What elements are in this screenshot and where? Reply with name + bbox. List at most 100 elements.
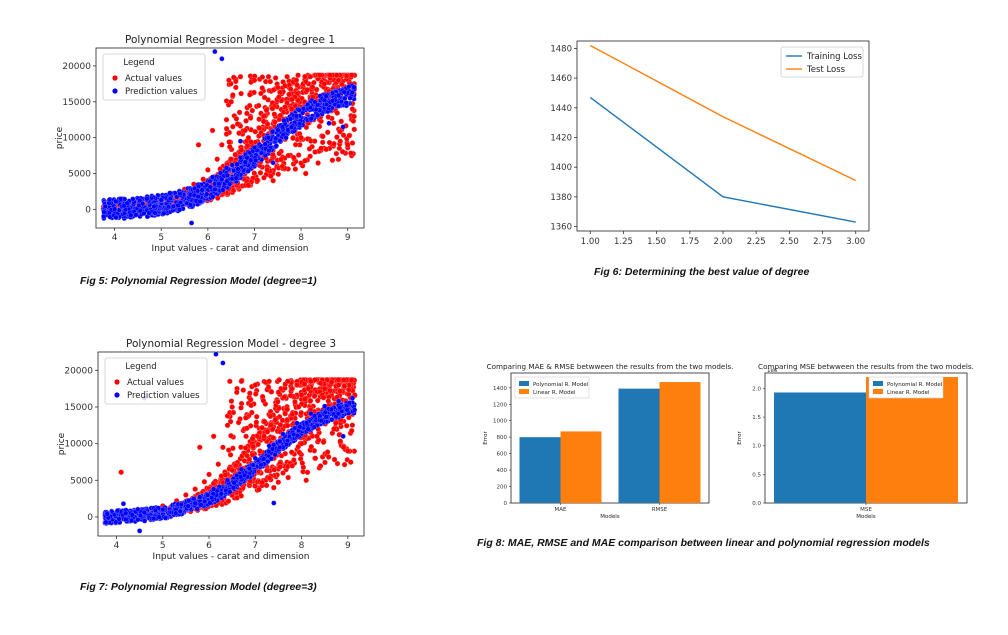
bar_mse-legend-polynomial: Polynomial R. Model	[887, 382, 943, 388]
actual-point	[345, 448, 351, 454]
fig7-caption: Fig 7: Polynomial Regression Model (degr…	[80, 581, 317, 593]
actual-point	[343, 422, 350, 429]
actual-point	[319, 139, 326, 146]
scatter3-xtick-label: 9	[345, 541, 351, 551]
bar_mae_rmse-ytick-label: 400	[497, 468, 508, 474]
actual-point	[270, 87, 277, 93]
actual-point	[275, 84, 281, 91]
prediction-point	[275, 127, 281, 133]
actual-point	[243, 415, 249, 421]
actual-point	[271, 111, 278, 117]
bar_mae_rmse-bar-linear-rmse	[659, 382, 701, 503]
actual-point	[284, 378, 291, 385]
actual-point	[292, 399, 298, 405]
prediction-point	[268, 456, 274, 462]
actual-point	[236, 130, 242, 136]
actual-point	[278, 156, 284, 163]
scatter1-xtick-label: 8	[298, 233, 304, 243]
actual-point	[294, 382, 300, 388]
actual-point	[263, 107, 270, 113]
loss-xtick-label: 1.50	[647, 237, 666, 247]
actual-point	[210, 480, 217, 487]
prediction-point	[198, 502, 204, 508]
loss-ytick-label: 1440	[550, 104, 572, 114]
prediction-point	[344, 407, 350, 413]
actual-point	[320, 394, 327, 401]
actual-point	[313, 86, 320, 93]
prediction-point	[128, 212, 134, 218]
actual-point	[343, 73, 350, 79]
actual-point	[296, 449, 303, 456]
prediction-point	[272, 452, 278, 458]
actual-point	[259, 85, 265, 91]
actual-point	[321, 81, 328, 87]
scatter1-pred-cloud	[101, 82, 358, 222]
actual-point	[228, 156, 234, 162]
actual-point	[337, 128, 343, 135]
prediction-point	[237, 138, 244, 144]
prediction-point	[266, 449, 272, 455]
prediction-point	[280, 431, 286, 437]
actual-point	[234, 495, 240, 501]
actual-point	[274, 398, 281, 405]
actual-point	[244, 452, 250, 459]
actual-point	[334, 134, 340, 140]
prediction-point	[128, 518, 135, 524]
prediction-point	[195, 188, 201, 194]
actual-point	[298, 440, 305, 447]
prediction-point	[266, 443, 272, 449]
actual-point	[247, 423, 254, 429]
actual-point	[350, 118, 357, 124]
actual-point	[327, 387, 333, 394]
bar_mse-offset-label: 1e6	[767, 368, 778, 374]
actual-point	[243, 433, 249, 440]
bar_mae_rmse-ytick-label: 1000	[493, 419, 507, 425]
actual-point	[235, 419, 242, 426]
actual-point	[183, 492, 189, 498]
prediction-point	[335, 411, 341, 417]
actual-point	[220, 444, 226, 451]
actual-point	[327, 72, 333, 79]
actual-point	[320, 133, 326, 140]
actual-point	[284, 73, 290, 80]
actual-point	[340, 377, 347, 383]
bar_mse-title: Comparing MSE betwween the results from …	[758, 362, 974, 371]
scatter3-ytick-label: 0	[87, 513, 93, 523]
fig6-caption: Fig 6: Determining the best value of deg…	[594, 266, 810, 278]
actual-point	[240, 387, 247, 393]
prediction-point	[283, 442, 290, 448]
actual-point	[245, 134, 252, 141]
actual-point	[255, 102, 262, 109]
actual-point	[333, 150, 340, 157]
actual-point	[330, 120, 337, 127]
actual-point	[248, 139, 254, 145]
actual-point	[284, 406, 291, 413]
actual-point	[346, 391, 352, 398]
actual-point	[243, 118, 249, 124]
scatter3-legend-prediction: Prediction values	[127, 391, 200, 401]
actual-point	[192, 486, 198, 492]
prediction-point	[271, 500, 277, 506]
prediction-point	[229, 162, 235, 168]
actual-point	[303, 477, 309, 484]
prediction-point	[304, 420, 310, 426]
actual-point	[323, 146, 329, 153]
actual-point	[290, 154, 297, 161]
prediction-point	[185, 503, 191, 509]
actual-point	[312, 455, 319, 462]
scatter1-ytick-label: 5000	[68, 169, 91, 179]
actual-point	[293, 77, 300, 84]
prediction-point	[341, 89, 347, 95]
actual-point	[335, 156, 342, 163]
prediction-point	[144, 196, 150, 202]
actual-point	[251, 77, 258, 84]
scatter3-xtick-label: 6	[206, 541, 212, 551]
actual-point	[118, 469, 124, 475]
actual-point	[252, 382, 259, 388]
actual-point	[230, 123, 236, 130]
actual-point	[263, 482, 270, 489]
actual-point	[251, 170, 258, 176]
scatter1-legend-prediction-marker	[112, 88, 118, 94]
actual-point	[261, 418, 268, 425]
prediction-point	[335, 92, 341, 98]
